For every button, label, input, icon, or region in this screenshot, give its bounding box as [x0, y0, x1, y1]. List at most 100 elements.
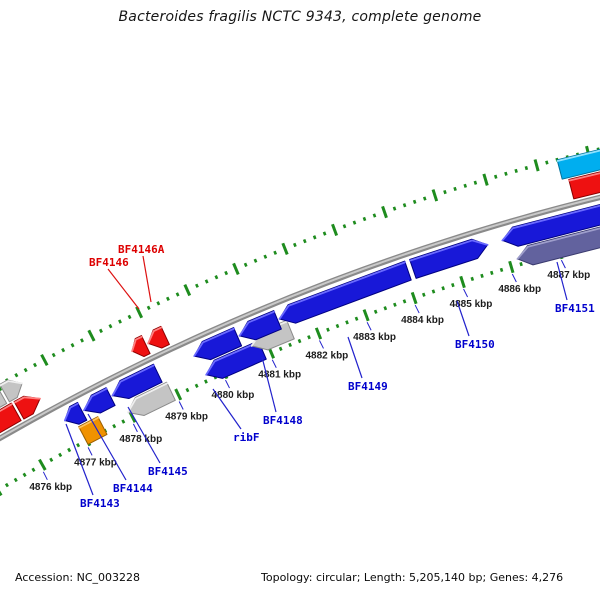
- ruler-minor-tick-outer: [263, 254, 268, 259]
- gene-label-leader-BF4146A: [142, 255, 152, 303]
- gene-arrow-highlight-blue-b: [238, 310, 276, 337]
- ruler-minor-tick-outer: [80, 338, 84, 343]
- gene-label-BF4146A[interactable]: BF4146A: [118, 243, 165, 256]
- kbp-label-leader-4886: [511, 273, 517, 283]
- ruler-minor-tick-outer: [118, 319, 122, 324]
- ruler-minor-tick-outer: [412, 199, 417, 204]
- gene-arrow-red-left-a[interactable]: [0, 402, 22, 451]
- kbp-label-leader-4887: [560, 259, 566, 269]
- ruler-minor-tick-inner: [451, 283, 455, 288]
- ruler-major-tick-outer: [40, 354, 49, 367]
- ruler-minor-tick-inner: [490, 270, 494, 275]
- gene-label-BF4145[interactable]: BF4145: [148, 465, 188, 478]
- kbp-label-leader-4882: [319, 340, 324, 349]
- ruler-minor-tick-outer: [302, 238, 307, 244]
- ruler-major-tick-outer: [331, 223, 339, 237]
- ruler-minor-tick-inner: [393, 302, 397, 307]
- gene-label-ribF[interactable]: ribF: [233, 431, 260, 444]
- ruler-minor-tick-outer: [422, 196, 427, 201]
- gene-arrow-highlight-ribF: [205, 341, 260, 376]
- ruler-minor-tick-outer: [493, 174, 498, 179]
- ruler-minor-tick-inner: [112, 423, 117, 429]
- ruler-minor-tick-inner: [4, 482, 9, 488]
- gene-label-BF4143[interactable]: BF4143: [80, 497, 120, 510]
- ruler-minor-tick-inner: [58, 452, 63, 458]
- ruler-minor-tick-inner: [307, 335, 311, 340]
- kbp-label-leader-4880: [225, 379, 230, 389]
- gene-arrow-highlight-BF4150: [409, 239, 489, 262]
- ruler-minor-tick-outer: [514, 168, 518, 174]
- gene-label-BF4150[interactable]: BF4150: [455, 338, 495, 351]
- ruler-minor-tick-inner: [345, 320, 349, 325]
- ruler-major-tick-outer: [87, 329, 96, 342]
- ruler-minor-tick-outer: [224, 270, 229, 276]
- ruler-major-tick-inner: [459, 275, 466, 289]
- gene-arrow-gray-left-a[interactable]: [0, 386, 8, 432]
- ruler-major-tick-outer: [482, 173, 489, 186]
- ruler-minor-tick-outer: [293, 242, 297, 248]
- ruler-minor-tick-inner: [13, 477, 18, 483]
- gene-label-leader-BF4146: [107, 268, 140, 310]
- ruler-major-tick-outer: [232, 262, 240, 276]
- kbp-label-leader-4885: [463, 288, 469, 298]
- gene-arrow-highlight-gray-mid-left: [126, 382, 169, 414]
- ruler-minor-tick-inner: [441, 286, 445, 291]
- ruler-minor-tick-outer: [146, 305, 151, 310]
- ruler-minor-tick-outer: [392, 206, 397, 211]
- gene-arrow-highlight-red-left-b: [13, 396, 41, 404]
- ruler-minor-tick-outer: [524, 165, 529, 171]
- gene-arrow-BF4150[interactable]: [409, 238, 489, 279]
- ruler-minor-tick-inner: [499, 267, 504, 273]
- kbp-label-leader-4883: [366, 321, 372, 331]
- ruler-minor-tick-inner: [76, 442, 81, 448]
- gene-label-BF4151[interactable]: BF4151: [555, 302, 595, 315]
- ruler-minor-tick-inner: [373, 309, 378, 314]
- ruler-minor-tick-inner: [121, 419, 126, 424]
- kbp-label-leader-4884: [414, 304, 420, 314]
- kbp-label-4878: 4878 kbp: [119, 434, 162, 445]
- ruler-major-tick-outer: [281, 242, 289, 255]
- ruler-major-tick-inner: [174, 388, 183, 401]
- kbp-label-4887: 4887 kbp: [547, 270, 590, 281]
- gene-label-BF4148[interactable]: BF4148: [263, 414, 303, 427]
- gene-label-BF4146[interactable]: BF4146: [89, 256, 129, 269]
- ruler-minor-tick-inner: [402, 299, 407, 304]
- ruler-minor-tick-outer: [108, 323, 113, 329]
- ruler-minor-tick-outer: [322, 231, 327, 236]
- ruler-minor-tick-inner: [22, 472, 27, 478]
- gene-label-leader-BF4149: [347, 336, 363, 379]
- ruler-minor-tick-inner: [203, 379, 208, 384]
- gene-arrow-gray-left-b[interactable]: [0, 379, 23, 403]
- gene-arrow-highlight-red-right: [568, 172, 600, 182]
- ruler-minor-tick-inner: [326, 327, 330, 332]
- ruler-minor-tick-outer: [463, 183, 468, 188]
- page-title: Bacteroides fragilis NCTC 9343, complete…: [118, 9, 482, 25]
- ruler-minor-tick-outer: [98, 328, 103, 334]
- gene-label-BF4149[interactable]: BF4149: [348, 380, 388, 393]
- ruler-minor-tick-outer: [545, 160, 549, 165]
- gene-arrow-BF4146[interactable]: [131, 335, 151, 358]
- ruler-major-tick-inner: [508, 260, 515, 274]
- status-genome-info: Topology: circular; Length: 5,205,140 bp…: [261, 571, 564, 584]
- ruler-minor-tick-outer: [273, 250, 278, 255]
- ruler-minor-tick-outer: [33, 362, 38, 368]
- ruler-minor-tick-inner: [519, 262, 523, 267]
- gene-label-BF4144[interactable]: BF4144: [113, 482, 153, 495]
- kbp-label-4876: 4876 kbp: [29, 482, 72, 493]
- ruler-minor-tick-inner: [354, 316, 359, 321]
- ruler-major-tick-inner: [0, 490, 3, 497]
- ruler-major-tick-inner: [410, 291, 418, 305]
- ruler-minor-tick-outer: [342, 224, 347, 229]
- gene-arrow-cyan-right[interactable]: [556, 142, 600, 180]
- gene-arrow-red-left-b[interactable]: [13, 395, 41, 420]
- ruler-minor-tick-outer: [195, 283, 199, 288]
- ruler-minor-tick-outer: [166, 296, 170, 302]
- gene-label-leader-BF4145: [127, 406, 161, 464]
- gene-arrow-highlight-BF4149: [278, 261, 407, 320]
- kbp-label-leader-4876: [42, 471, 48, 481]
- kbp-label-4886: 4886 kbp: [498, 284, 541, 295]
- gene-arrow-highlight-BF4143: [63, 402, 79, 422]
- ruler-major-tick-outer: [381, 205, 388, 219]
